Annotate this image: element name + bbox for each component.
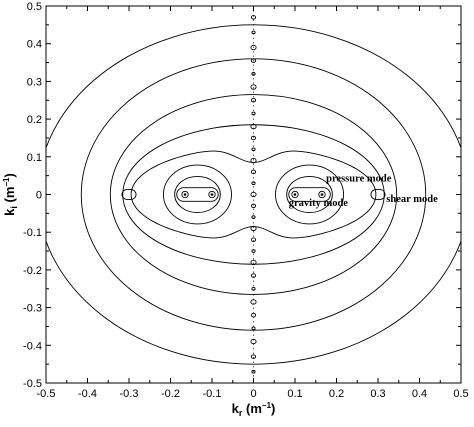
axis-symbol-21 (250, 123, 257, 130)
x-tick-label-3: -0.2 (161, 388, 180, 400)
axis-symbol-20 (250, 135, 257, 141)
x-tick-label-2: -0.3 (120, 388, 139, 400)
x-axis-title-main: k (232, 401, 240, 416)
axis-symbol-27 (250, 44, 257, 51)
annotation-pressure-mode: pressure mode (326, 173, 392, 184)
y-axis-title-sub: i (9, 206, 19, 209)
axis-symbol-25 (251, 72, 256, 76)
axis-symbol-22 (251, 111, 256, 116)
axis-symbol-11 (250, 237, 257, 242)
y-tick-label-3: -0.2 (23, 265, 42, 277)
x-axis-title-unit: (m (242, 401, 262, 416)
axis-symbol-14 (250, 203, 257, 209)
annotations: pressure mode gravity mode shear mode (289, 173, 438, 209)
extremum-point-1 (183, 193, 187, 196)
x-tick-label-4: -0.1 (203, 388, 222, 400)
y-tick-label-0: -0.5 (23, 378, 42, 390)
x-tick-label-5: 0 (250, 388, 256, 400)
y-tick-label-7: 0.2 (27, 114, 42, 126)
y-axis-title-exp: −1 (2, 177, 11, 187)
x-axis-title: kr (m−1) (232, 401, 276, 418)
x-tick-label-10: 0.5 (453, 388, 468, 400)
contour-island-2 (288, 187, 331, 202)
annotation-shear-mode: shear mode (386, 194, 438, 205)
axis-symbol-5 (250, 312, 257, 318)
extremum-point-3 (293, 193, 297, 196)
y-tick-label-4: -0.1 (23, 227, 42, 239)
axis-symbol-29 (250, 15, 257, 20)
x-axis-title-close: ) (271, 401, 275, 416)
axis-symbol-2 (250, 354, 257, 359)
y-axis-title-main: k (2, 208, 17, 216)
axis-symbol-12 (250, 225, 257, 232)
x-tick-label-1: -0.4 (78, 388, 97, 400)
y-tick-label-6: 0.1 (27, 152, 42, 164)
extremum-ring-4 (318, 190, 326, 199)
axis-symbol-9 (250, 259, 257, 266)
axis-symbol-3 (250, 338, 257, 345)
x-axis-title-exp: −1 (262, 401, 272, 410)
y-tick-label-2: -0.3 (23, 303, 42, 315)
axis-symbol-17 (250, 169, 257, 175)
contour-island-3 (121, 189, 137, 200)
axis-symbol-4 (251, 326, 256, 331)
axis-symbol-13 (251, 215, 256, 219)
axis-symbol-6 (250, 299, 257, 305)
axis-symbol-10 (251, 249, 256, 253)
contour-lobe-right-2 (286, 175, 333, 214)
y-axis-title-close: ) (2, 173, 17, 177)
extremum-point-2 (210, 193, 214, 196)
y-axis-title: ki (m−1) (2, 173, 19, 216)
x-tick-label-9: 0.4 (412, 388, 427, 400)
y-tick-label-10: 0.5 (27, 1, 42, 13)
axis-symbol-28 (251, 30, 256, 35)
extremum-ring-1 (181, 190, 189, 199)
x-tick-label-6: 0.1 (287, 388, 302, 400)
y-axis-title-unit: (m (2, 187, 17, 207)
extremum-point-4 (320, 193, 324, 196)
axis-ticks (45, 5, 462, 384)
x-tick-label-8: 0.3 (370, 388, 385, 400)
tick-labels: -0.5 -0.4 -0.3 -0.2 -0.1 0 0.1 0.2 0.3 0.4 0.5 -0.5… (23, 1, 469, 400)
x-tick-label-0: -0.5 (37, 388, 56, 400)
y-tick-label-9: 0.4 (27, 39, 42, 51)
axis-symbol-7 (251, 286, 256, 291)
axis-symbol-26 (250, 58, 257, 63)
axis-symbol-24 (250, 84, 257, 90)
x-axis-title-sub: r (239, 408, 243, 418)
axis-symbols (250, 6, 257, 383)
axis-symbol-23 (250, 98, 257, 103)
extremum-ring-3 (291, 190, 299, 199)
annotation-gravity-mode: gravity mode (289, 198, 349, 209)
y-tick-label-1: -0.4 (23, 340, 42, 352)
axis-symbol-16 (251, 181, 256, 186)
contour-lobe-left-1 (162, 164, 232, 225)
axis-symbol-1 (251, 369, 256, 374)
contour-lobe-right-1 (275, 164, 345, 225)
contour-peanut (130, 150, 377, 239)
axis-symbol-19 (251, 147, 256, 152)
axis-symbol-18 (250, 157, 257, 164)
y-tick-label-8: 0.3 (27, 76, 42, 88)
contour-island-1 (176, 187, 219, 202)
axis-symbol-15 (250, 191, 257, 198)
y-tick-label-5: 0 (36, 190, 42, 202)
contour-island-4 (370, 189, 386, 200)
x-tick-label-7: 0.2 (329, 388, 344, 400)
axis-symbol-8 (250, 273, 257, 278)
contour-lobe-left-2 (174, 175, 221, 214)
extremum-ring-2 (208, 190, 216, 199)
